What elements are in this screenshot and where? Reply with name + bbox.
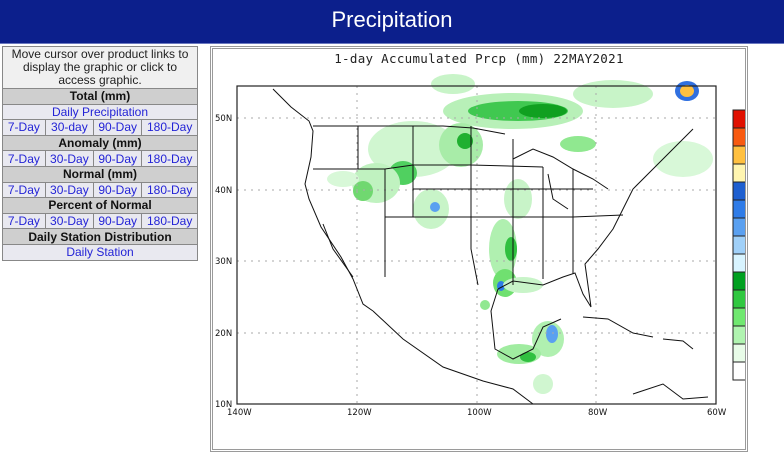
section-percent-normal: Percent of Normal: [2, 197, 198, 214]
section-station: Daily Station Distribution: [2, 228, 198, 245]
page-title: Precipitation: [331, 7, 453, 32]
latitude-labels: 50N 40N 30N 20N 10N: [215, 114, 232, 410]
link-anomaly-7day[interactable]: 7-Day: [7, 151, 40, 166]
page-header: Precipitation: [0, 0, 784, 44]
link-anomaly-30day[interactable]: 30-Day: [50, 151, 89, 166]
svg-text:140W: 140W: [227, 408, 252, 418]
svg-text:10N: 10N: [215, 400, 232, 410]
svg-text:100W: 100W: [467, 408, 492, 418]
svg-text:120W: 120W: [347, 408, 372, 418]
svg-text:80W: 80W: [588, 408, 608, 418]
link-percent-90day[interactable]: 90-Day: [98, 214, 138, 229]
link-normal-7day[interactable]: 7-Day: [7, 182, 40, 197]
section-total: Total (mm): [2, 88, 198, 105]
link-percent-180day[interactable]: 180-Day: [146, 214, 193, 229]
svg-text:30N: 30N: [215, 257, 232, 267]
link-anomaly-180day[interactable]: 180-Day: [146, 151, 193, 166]
plot-border: [236, 85, 717, 405]
link-total-90day[interactable]: 90-Day: [98, 120, 138, 135]
precipitation-map: 50N 40N 30N 20N 10N 140W 120W 100W 80W 6…: [215, 74, 745, 418]
link-total-7day[interactable]: 7-Day: [7, 120, 40, 135]
svg-text:50N: 50N: [215, 114, 232, 124]
product-menu: Move cursor over product links to displa…: [2, 46, 198, 261]
section-normal: Normal (mm): [2, 165, 198, 183]
link-daily-precipitation[interactable]: Daily Precipitation: [51, 104, 149, 119]
precip-shading: [327, 74, 713, 394]
coastlines-and-borders: [272, 88, 709, 405]
menu-instructions: Move cursor over product links to displa…: [2, 46, 198, 89]
longitude-labels: 140W 120W 100W 80W 60W: [227, 408, 727, 418]
gridlines: [237, 86, 716, 404]
link-total-180day[interactable]: 180-Day: [146, 120, 193, 135]
link-percent-30day[interactable]: 30-Day: [50, 214, 89, 229]
link-anomaly-90day[interactable]: 90-Day: [98, 151, 138, 166]
svg-text:20N: 20N: [215, 329, 232, 339]
link-total-30day[interactable]: 30-day: [51, 120, 88, 135]
link-normal-180day[interactable]: 180-Day: [146, 182, 193, 197]
colorbar-legend: 100 80 70 60 50 40 35 30 25 20 15 10 5 1: [732, 109, 745, 381]
link-normal-90day[interactable]: 90-Day: [98, 182, 138, 197]
map-title: 1-day Accumulated Prcp (mm) 22MAY2021: [334, 51, 624, 66]
svg-text:40N: 40N: [215, 186, 232, 196]
link-percent-7day[interactable]: 7-Day: [7, 214, 40, 229]
link-daily-station[interactable]: Daily Station: [66, 245, 134, 260]
svg-text:60W: 60W: [707, 408, 727, 418]
link-normal-30day[interactable]: 30-Day: [50, 182, 89, 197]
map-panel: 1-day Accumulated Prcp (mm) 22MAY2021: [210, 46, 748, 452]
section-anomaly: Anomaly (mm): [2, 134, 198, 152]
